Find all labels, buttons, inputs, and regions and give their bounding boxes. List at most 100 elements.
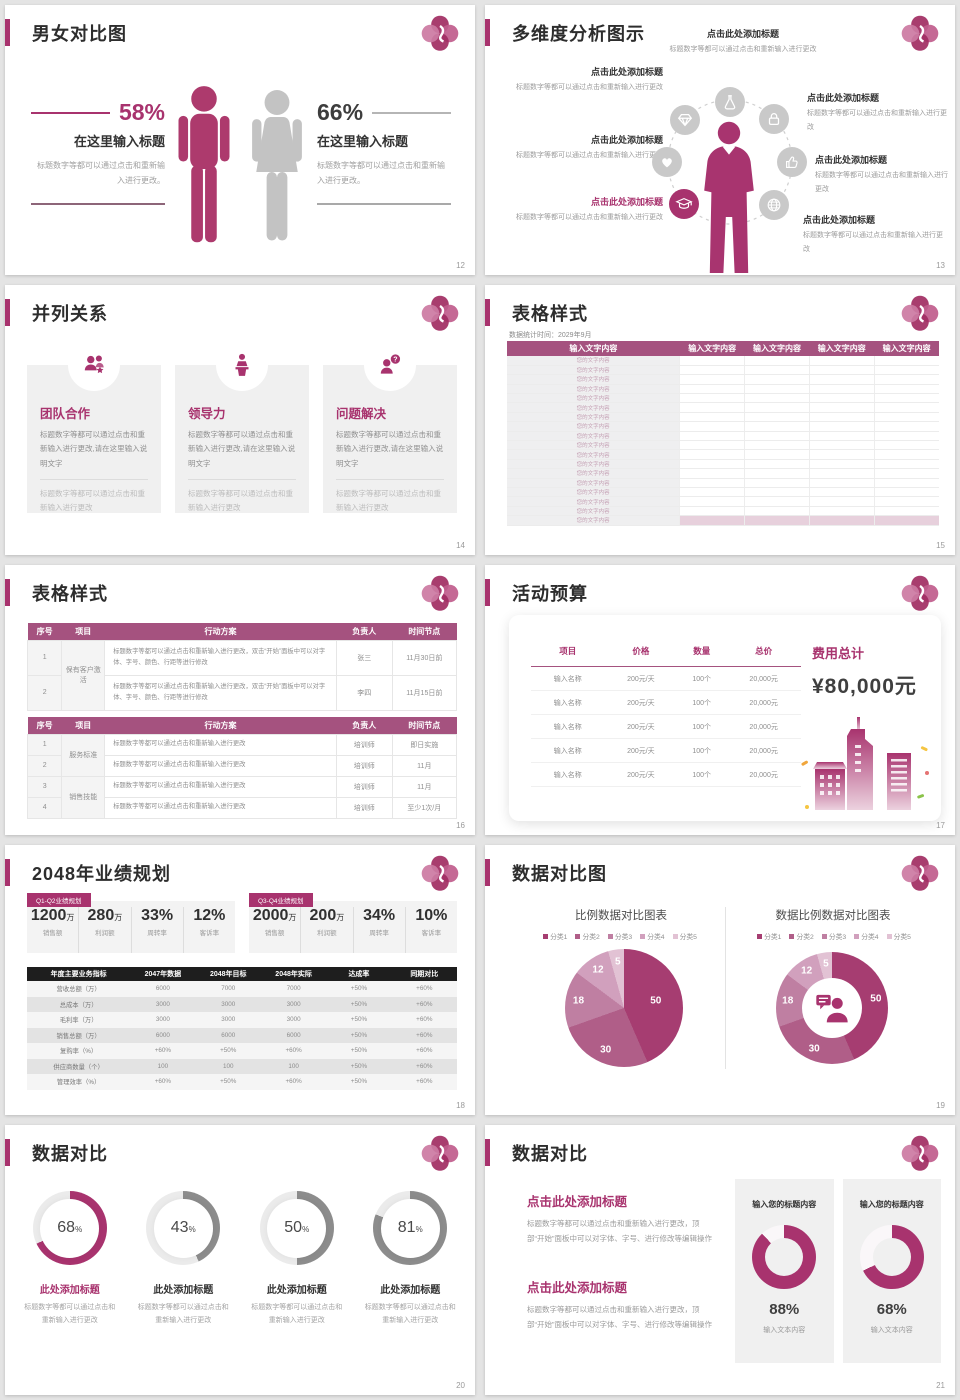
cell-empty — [808, 449, 875, 460]
table-row: 毛利率（万） 3000 3000 3000 +50% +60% — [27, 1012, 457, 1028]
ring-hole: 50% — [267, 1198, 327, 1258]
table-cell: 20,000元 — [726, 690, 801, 715]
accent-bar — [5, 859, 10, 886]
cell-empty — [679, 384, 745, 395]
table-header-row: 年度主要业务指标 2047年数据 2048年目标 2048年实际 达成率 同期对比 — [27, 967, 457, 981]
gender-figures — [171, 85, 309, 255]
panel-badge: Q1-Q2业绩规划 — [27, 893, 91, 907]
table-cell: +50% — [326, 1012, 392, 1028]
table-row: 营收总额（万） 6000 7000 7000 +50% +60% — [27, 981, 457, 997]
legend-item: 分类5 — [886, 931, 911, 941]
cell-empty — [744, 468, 810, 479]
cell-empty — [744, 384, 810, 395]
card-note: 标题数字等都可以通过点击和重新输入进行更改 — [40, 488, 145, 512]
slide-16[interactable]: 表格样式 序号 项目 行动方案 负责人 时间节点 1 保有客户激活 标题数字等都… — [5, 565, 475, 835]
cell-empty — [808, 487, 875, 498]
legend-swatch — [543, 933, 549, 939]
slide-15[interactable]: 表格样式 数据统计时间：2029年9月 输入文字内容 输入文字内容 输入文字内容 输入… — [485, 285, 955, 555]
card-body: 标题数字等都可以通过点击和重新输入进行更改,请在这里输入说明文字 — [336, 428, 444, 480]
legend-swatch — [821, 933, 827, 939]
col-header: 价格 — [604, 645, 678, 667]
cell-empty — [808, 384, 875, 395]
pie-chart: 50 30 18 12 5 — [565, 949, 683, 1067]
cell-empty — [873, 365, 939, 376]
page-number: 18 — [456, 1101, 465, 1110]
slide-12[interactable]: 男女对比图 — [5, 5, 475, 275]
thumbs-up-icon — [777, 147, 807, 177]
table-row: 1 保有客户激活 标题数字等都可以通过点击和重新输入进行更改，双击“开始”面板中… — [26, 639, 458, 711]
table-cell: 200元/天 — [604, 762, 678, 787]
table-row: 您的文字内容 — [507, 478, 939, 488]
slide-17[interactable]: 活动预算 项目 价格 数量 总价 输入名称 200元/天 100个 20,000元 输入名称 2… — [485, 565, 955, 835]
cell-empty — [873, 402, 939, 413]
logo — [899, 15, 941, 51]
cell-label: 您的文字内容 — [507, 496, 680, 507]
slide-14[interactable]: 并列关系 团队合作 标题数字等都可以通过点击和重新输入进行更改,请在这里输入说明… — [5, 285, 475, 555]
col-header: 序号 — [27, 623, 62, 640]
team-icon — [84, 355, 104, 374]
col-header: 输入文字内容 — [744, 341, 810, 356]
cell-time: 11月 — [391, 775, 458, 798]
table-row: 2 标题数字等都可以通过点击和重新输入进行更改，双击“开始”面板中可以对字体、字… — [26, 674, 458, 711]
budget-table: 项目 价格 数量 总价 输入名称 200元/天 100个 20,000元 输入名称 200元/天… — [531, 645, 801, 787]
percent-value: 66% — [317, 99, 364, 125]
card-caption: 输入文本内容 — [763, 1327, 806, 1334]
donut-chart — [752, 1225, 817, 1289]
table-cell: 100个 — [677, 762, 727, 787]
heart-icon — [652, 147, 682, 177]
slide-13[interactable]: 多维度分析图示 点击此处添加标题 标题数字等都可以通过点击和重新输入进行更改 点击此… — [485, 5, 955, 275]
cell-empty — [873, 468, 939, 479]
slide-18[interactable]: 2048年业绩规划 Q1-Q2业绩规划 1200万 销售额 280万 利润额 33% 周转… — [5, 845, 475, 1115]
logo-icon — [421, 575, 459, 611]
legend-swatch — [886, 933, 892, 939]
cell-empty — [873, 412, 939, 423]
male-icon — [178, 86, 230, 243]
pie-slice-label: 18 — [782, 995, 794, 1007]
table-cell: 毛利率（万） — [27, 1012, 131, 1028]
donut-hole — [872, 1238, 911, 1276]
slide-21[interactable]: 数据对比 点击此处添加标题 标题数字等都可以通过点击和重新输入进行更改，顶部“开… — [485, 1125, 955, 1395]
cell-empty — [679, 365, 745, 376]
cell-empty — [744, 393, 810, 404]
accent-bar — [485, 579, 490, 606]
annotation-title: 点击此处添加标题 — [590, 197, 663, 207]
data-table: 输入文字内容 输入文字内容 输入文字内容 输入文字内容 输入文字内容 您的文字内容 您的文… — [507, 341, 939, 526]
table-header-row: 项目 价格 数量 总价 — [531, 645, 801, 667]
page-title: 活动预算 — [512, 583, 588, 604]
page-number: 17 — [936, 821, 945, 830]
col-header: 行动方案 — [104, 717, 337, 734]
cell-empty — [744, 459, 810, 470]
annotation-body: 标题数字等都可以通过点击和重新输入进行更改 — [807, 110, 947, 131]
table-cell: +60% — [130, 1043, 196, 1059]
slide-20[interactable]: 数据对比 68% 此处添加标题 标题数字等都可以通过点击和重新输入进行更改 43% 此处… — [5, 1125, 475, 1395]
percent-value: 68% — [876, 1301, 907, 1318]
pie-slice-label: 30 — [808, 1043, 820, 1055]
total-label: 费用总计 — [812, 646, 865, 661]
table-cell: 100个 — [677, 714, 727, 739]
table-row: 您的文字内容 — [507, 496, 939, 507]
table-row: 您的文字内容 — [507, 431, 939, 442]
table-row: 销售总额（万） 6000 6000 6000 +50% +60% — [27, 1027, 457, 1043]
block-body: 标题数字等都可以通过点击和重新输入进行更改，顶部“开始”面板中可以对字体、字号、… — [527, 1219, 712, 1244]
stat-block-male: 58% 在这里输入标题 标题数字等都可以通过点击和重新输入进行更改。 — [31, 99, 165, 206]
donut-cards: 输入您的标题内容 88% 输入文本内容 输入您的标题内容 68% 输入文本内容 — [735, 1179, 941, 1363]
table-cell: 20,000元 — [726, 738, 801, 763]
table-row: 输入名称 200元/天 100个 20,000元 — [531, 714, 801, 739]
data-note: 数据统计时间：2029年9月 — [509, 332, 592, 339]
cell-empty — [808, 515, 875, 526]
cell-label: 您的文字内容 — [507, 384, 680, 395]
cell-empty — [744, 356, 810, 366]
table-row: 供应商数量（个） 100 100 100 +50% +60% — [27, 1058, 457, 1074]
col-header: 达成率 — [326, 967, 392, 981]
legend-swatch — [854, 933, 860, 939]
stat-value: 280万 — [87, 907, 123, 924]
annotation-block: 点击此处添加标题 标题数字等都可以通过点击和重新输入进行更改 — [807, 91, 949, 134]
table-row: 您的文字内容 — [507, 356, 939, 366]
cell-no: 2 — [26, 674, 63, 711]
cell-empty — [679, 374, 745, 385]
progress-rings: 68% 此处添加标题 标题数字等都可以通过点击和重新输入进行更改 43% 此处添加标题标… — [13, 1191, 467, 1328]
cell-empty — [679, 478, 745, 488]
table-cell: 100 — [195, 1058, 261, 1074]
table-cell: 管理效率（%） — [27, 1074, 131, 1090]
slide-19[interactable]: 数据对比图 比例数据对比图表 数据比例数据对比图表 分类1 分类2 分类3 分类4 分类… — [485, 845, 955, 1115]
